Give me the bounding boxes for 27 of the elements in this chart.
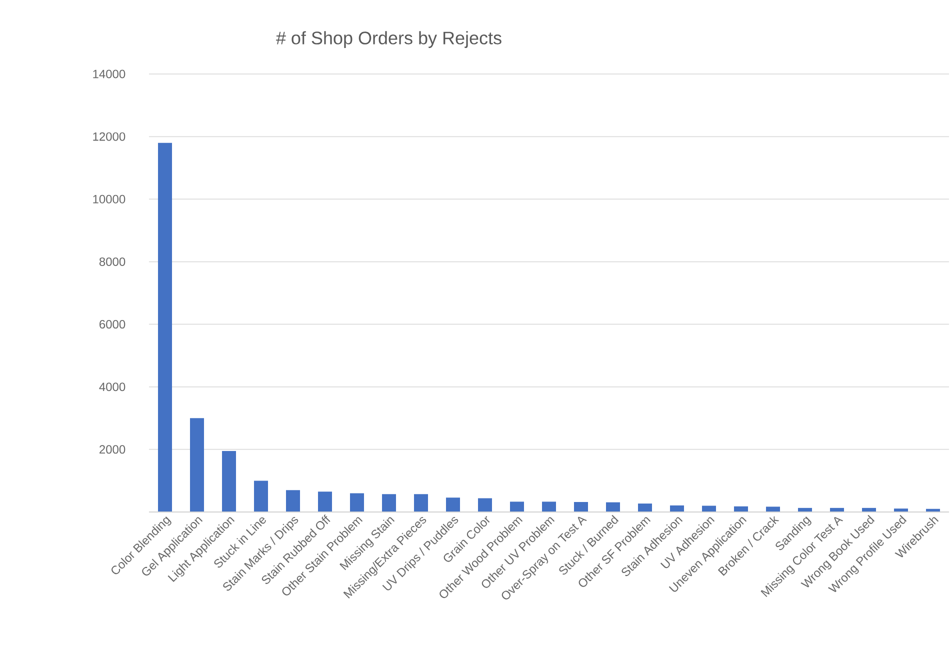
- bar: [350, 493, 364, 512]
- bar: [414, 494, 428, 512]
- y-tick-label: 12000: [93, 132, 126, 141]
- bar: [382, 494, 396, 512]
- bar: [766, 506, 780, 512]
- y-tick-label: 2000: [100, 445, 126, 454]
- chart-title: # of Shop Orders by Rejects: [276, 31, 502, 48]
- bar: [638, 504, 652, 512]
- bar: [190, 418, 204, 512]
- y-tick-label: 8000: [99, 257, 126, 266]
- bar: [254, 480, 268, 512]
- bar: [670, 505, 684, 512]
- bar: [542, 502, 556, 512]
- bar: [222, 450, 236, 512]
- bar: [478, 498, 492, 512]
- y-tick-label: 10000: [93, 194, 126, 204]
- bar: [606, 502, 620, 512]
- bar: [510, 502, 524, 512]
- y-tick-label: 14000: [93, 70, 126, 78]
- bar: [286, 490, 300, 512]
- y-tick-label: 4000: [99, 382, 126, 392]
- bar: [574, 502, 588, 512]
- bar: [318, 492, 332, 512]
- bar: [446, 498, 460, 512]
- y-tick-label: 6000: [100, 320, 126, 329]
- bar: [702, 506, 716, 512]
- bar: [158, 142, 172, 512]
